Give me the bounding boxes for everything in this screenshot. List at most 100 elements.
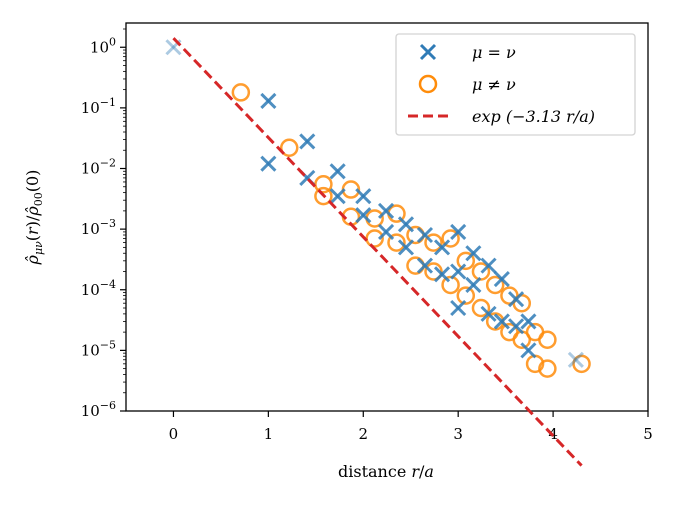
point-mu-eq-nu [355,207,372,224]
point-mu-eq-nu [508,291,525,308]
x-marker-stroke [493,271,510,288]
x-marker-stroke [329,163,346,180]
x-marker-stroke [397,239,415,256]
x-marker-stroke [260,92,277,110]
legend-label: μ = ν [472,43,516,62]
x-marker-stroke [480,257,497,274]
x-tick-label: 1 [264,425,274,443]
point-mu-eq-nu [433,266,451,283]
point-mu-neq-nu [424,262,443,281]
x-marker-stroke [377,202,395,219]
legend-entry: μ ≠ ν [418,74,516,94]
legend-label: μ ≠ ν [472,75,516,94]
point-mu-eq-nu [329,188,346,205]
point-mu-eq-nu [433,239,451,256]
x-marker-stroke [465,276,482,294]
y-tick-label: 10−4 [81,278,116,299]
y-tick-label: 10−1 [81,96,116,117]
legend-label: exp (−3.13 r/a) [472,107,595,126]
circle-marker [314,186,333,206]
x-tick-label: 0 [169,425,179,443]
x-marker-stroke [520,342,537,359]
circle-marker [456,251,476,271]
x-axis-label: distance r/a [338,462,434,481]
point-mu-neq-nu [231,83,251,102]
point-mu-eq-nu [480,257,497,274]
circle-marker [424,233,443,252]
y-tick-label: 10−3 [81,217,116,238]
circle-marker [538,359,557,378]
point-mu-eq-nu [493,271,510,288]
point-mu-neq-nu [441,275,460,295]
circle-marker [424,262,443,281]
x-tick-label: 3 [453,425,463,443]
point-mu-eq-nu [493,313,510,330]
point-mu-neq-nu [456,251,476,271]
point-mu-neq-nu [471,262,491,281]
x-marker-stroke [165,39,182,56]
x-marker-stroke [419,43,437,61]
legend-box [395,33,636,136]
point-mu-neq-nu [314,186,333,206]
fit-line [172,37,583,467]
point-mu-eq-nu [465,276,482,294]
point-mu-eq-nu [520,342,537,359]
point-mu-eq-nu [450,263,467,280]
point-mu-eq-nu [480,305,497,322]
circle-marker [471,298,491,318]
circle-marker [538,330,557,349]
point-mu-neq-nu [387,233,406,252]
y-tick-label: 100 [90,35,116,56]
point-mu-eq-nu [329,163,346,180]
x-marker-stroke [377,223,395,240]
point-mu-eq-nu [567,351,584,368]
circle-marker [387,233,406,252]
point-mu-eq-nu [397,239,415,256]
x-marker-stroke [260,155,277,172]
plot-area [125,22,649,412]
point-mu-eq-nu [260,92,277,110]
point-mu-eq-nu [520,313,537,330]
point-mu-eq-nu [508,318,525,335]
point-mu-neq-nu [441,229,460,248]
x-marker-stroke [450,263,467,280]
legend: μ = ν μ ≠ ν exp (−3.13 r/a) [395,33,636,136]
legend-entry: μ = ν [419,43,516,62]
point-mu-neq-nu [424,233,443,252]
x-marker-stroke [520,313,537,330]
x-marker-stroke [416,226,434,244]
x-marker-stroke [355,188,372,205]
x-marker-stroke [450,223,467,240]
point-mu-eq-nu [416,226,434,244]
x-marker-stroke [465,245,482,262]
x-marker-stroke [433,266,451,283]
y-tick-label: 10−2 [81,157,116,178]
circle-marker [231,83,251,102]
x-marker-stroke [416,257,434,274]
circle-marker [314,174,333,194]
point-mu-eq-nu [450,223,467,240]
point-mu-eq-nu [416,257,434,274]
circle-marker [456,286,476,305]
circle-marker [485,275,505,295]
y-tick-label: 10−5 [81,338,116,359]
x-marker-stroke [355,207,372,224]
point-mu-neq-nu [485,275,505,295]
point-mu-eq-nu [450,299,467,317]
point-mu-eq-nu [299,133,316,150]
point-mu-neq-nu [279,138,299,157]
y-axis-label: ρ̂μν(r)/ρ̂00(0) [23,170,45,266]
x-marker-stroke [299,133,316,150]
x-marker-stroke [567,351,584,368]
point-mu-eq-nu [397,216,415,233]
point-mu-eq-nu [260,155,277,172]
y-tick-label: 10−6 [81,399,116,420]
point-mu-neq-nu [572,354,591,374]
circle-marker [279,138,299,157]
point-mu-neq-nu [314,174,333,194]
x-marker-stroke [329,188,346,205]
circle-marker [441,275,460,295]
point-mu-neq-nu [538,330,557,349]
